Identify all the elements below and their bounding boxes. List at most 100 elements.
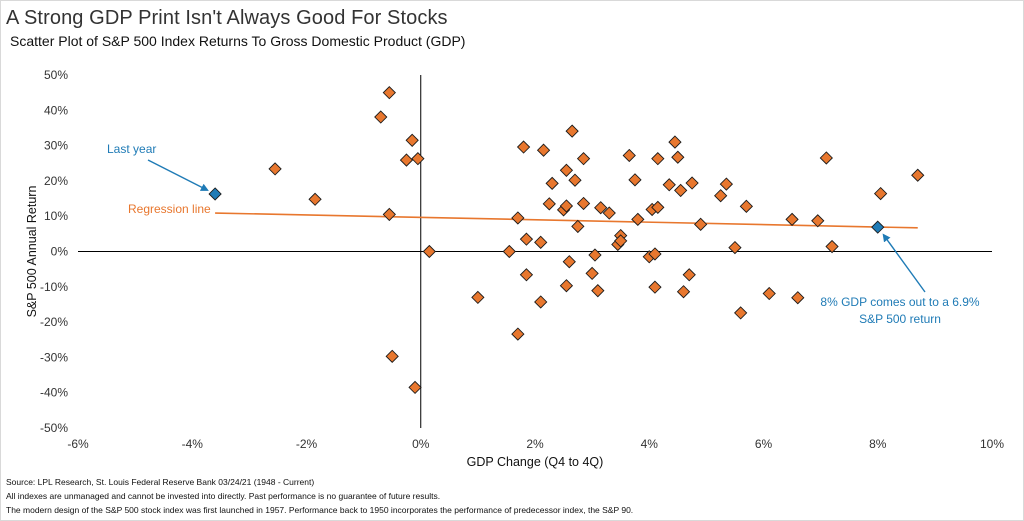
scatter-point [559, 199, 574, 213]
scatter-point [685, 176, 699, 190]
scatter-point [594, 201, 608, 215]
scatter-point [571, 219, 585, 234]
scatter-point [585, 266, 599, 281]
scatter-point [516, 140, 531, 154]
scatter-point [694, 217, 708, 231]
scatter-point [511, 327, 525, 341]
arrow-gdp-8 [882, 233, 926, 293]
scatter-point [519, 232, 534, 246]
footnote-history: The modern design of the S&P 500 stock i… [6, 505, 634, 515]
scatter-point [534, 235, 548, 249]
scatter-point [819, 151, 833, 165]
y-tick-label: -20% [40, 315, 68, 329]
scatter-point [471, 290, 485, 305]
chart-subtitle: Scatter Plot of S&P 500 Index Returns To… [10, 33, 466, 49]
y-tick-label: 20% [44, 174, 68, 188]
scatter-point [374, 110, 388, 124]
regression-layer [215, 212, 918, 229]
y-tick-label: 0% [51, 245, 69, 259]
y-tick-label: -50% [40, 421, 68, 435]
scatter-point [568, 173, 582, 187]
x-tick-label: 4% [641, 437, 659, 451]
x-tick-label: -4% [182, 437, 204, 451]
scatter-point [405, 133, 419, 147]
scatter-point [651, 152, 665, 166]
annotation-gdp-8-line2: S&P 500 return [859, 312, 941, 326]
scatter-point [631, 212, 645, 227]
scatter-point [382, 86, 396, 100]
chart-title: A Strong GDP Print Isn't Always Good For… [6, 7, 448, 29]
scatter-point [628, 173, 642, 187]
scatter-point [519, 268, 534, 282]
scatter-point [911, 168, 925, 182]
y-tick-label: 10% [44, 209, 68, 223]
x-tick-label: 8% [869, 437, 887, 451]
scatter-point [408, 380, 422, 395]
points-layer [208, 86, 925, 395]
scatter-point [791, 291, 805, 305]
scatter-point [308, 192, 322, 206]
footnote-disclaimer: All indexes are unmanaged and cannot be … [6, 491, 441, 501]
scatter-point [542, 197, 556, 211]
annotation-last-year: Last year [107, 142, 156, 156]
scatter-point [576, 196, 591, 211]
x-tick-label: 2% [526, 437, 544, 451]
y-tick-label: 40% [44, 103, 68, 117]
scatter-point [382, 207, 396, 222]
x-tick-label: 10% [980, 437, 1004, 451]
y-tick-label: 50% [44, 68, 68, 82]
scatter-point [728, 240, 742, 255]
y-tick-label: -10% [40, 280, 68, 294]
annotation-gdp-8: 8% GDP comes out to a 6.9% [820, 295, 980, 309]
y-axis-title: S&P 500 Annual Return [25, 186, 39, 318]
scatter-point [559, 163, 574, 177]
highlight-point [871, 220, 885, 234]
regression-line [215, 212, 918, 229]
x-tick-label: 0% [412, 437, 430, 451]
highlight-point [208, 187, 222, 201]
scatter-point [662, 178, 676, 192]
scatter-point [682, 268, 696, 282]
scatter-point [719, 177, 734, 191]
scatter-point [734, 306, 748, 320]
scatter-point [739, 199, 753, 213]
axes: -50% -40% -30% -20% -10% 0% 10% 20% 30% 40% 50% -6%… [25, 68, 1004, 469]
y-tick-label: -30% [40, 350, 68, 364]
scatter-point [762, 286, 776, 301]
scatter-point [591, 284, 605, 298]
footnote-source: Source: LPL Research, St. Louis Federal … [6, 477, 315, 487]
annotations-layer: Last year Regression line 8% GDP comes out… [107, 142, 980, 326]
scatter-point [602, 206, 616, 220]
scatter-point [648, 280, 662, 294]
scatter-point [576, 152, 591, 166]
scatter-point [651, 200, 665, 215]
scatter-point [562, 255, 576, 269]
scatter-point [565, 124, 579, 138]
scatter-point [811, 214, 825, 228]
x-tick-label: -6% [67, 437, 89, 451]
scatter-point [536, 143, 551, 157]
scatter-point [588, 248, 602, 262]
scatter-point [559, 279, 574, 293]
scatter-point [648, 247, 662, 261]
scatter-point [671, 150, 685, 164]
scatter-point [614, 234, 628, 248]
scatter-point [502, 244, 516, 259]
scatter-point [422, 244, 436, 259]
scatter-point [668, 135, 682, 149]
scatter-point [714, 189, 728, 203]
scatter-point [873, 186, 888, 201]
scatter-point [268, 162, 282, 176]
y-tick-label: -40% [40, 386, 68, 400]
x-tick-label: 6% [755, 437, 773, 451]
scatter-point [411, 152, 425, 166]
scatter-point [511, 211, 525, 225]
arrow-last-year [147, 159, 209, 191]
y-tick-label: 30% [44, 139, 68, 153]
scatter-point [785, 212, 799, 227]
scatter-point [399, 153, 414, 167]
annotation-regression-line: Regression line [128, 202, 211, 216]
scatter-point [545, 176, 559, 191]
scatter-point [825, 239, 839, 254]
